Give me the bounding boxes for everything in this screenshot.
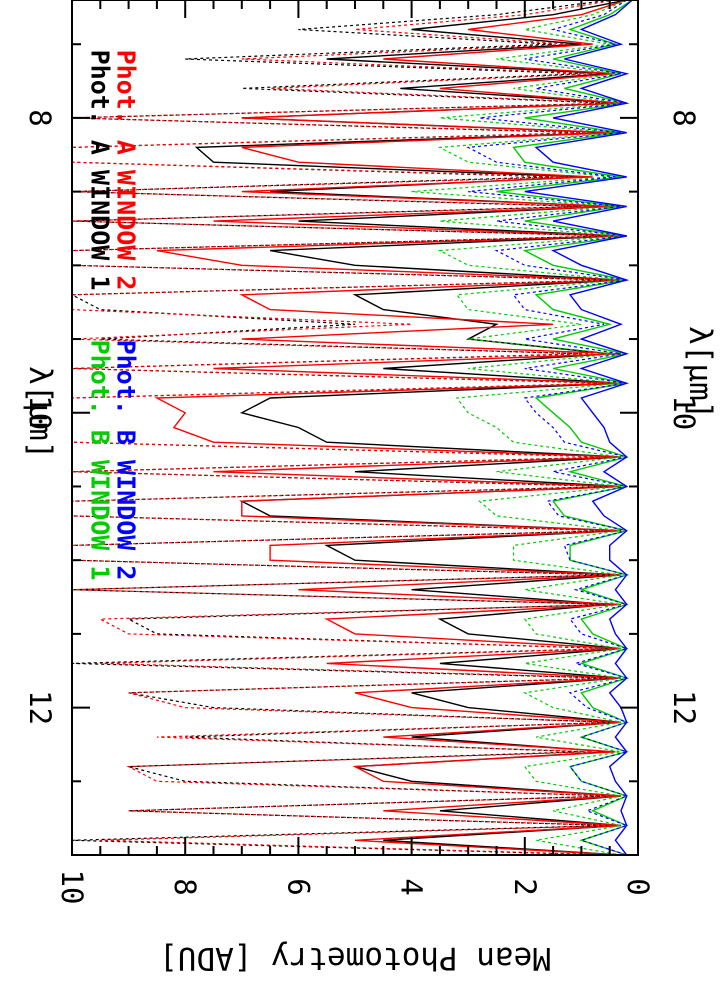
x-tick-label: 10 (667, 395, 701, 430)
x-tick-label: 12 (23, 690, 57, 725)
series-line-solid-1 (194, 0, 627, 855)
x-tick-label: 8 (23, 109, 57, 126)
x-tick-label: 10 (23, 395, 57, 430)
legend-entry: Phot. B WINDOW 1 (86, 340, 115, 581)
legend-entry: Phot. A WINDOW 1 (86, 50, 115, 291)
series-line-solid-2 (154, 0, 627, 855)
series-layer (72, 0, 633, 855)
legend-entry: Phot. A WINDOW 2 (112, 50, 141, 291)
y-tick-label: 6 (281, 878, 315, 895)
y-tick-label: 8 (168, 878, 202, 895)
series-line-dotted-7 (411, 0, 627, 855)
series-line-dotted-8 (466, 0, 629, 855)
x-axis-title: λ[μm] (682, 326, 718, 419)
x-tick-label: 8 (667, 109, 701, 126)
y-axis-title: Mean Photometry [ADU] (159, 940, 551, 976)
series-line-solid-4 (524, 0, 633, 855)
x-axis-title: λ[μm] (22, 366, 58, 459)
series-line-dotted-6 (72, 0, 616, 855)
legend-entry: Phot. B WINDOW 2 (112, 340, 141, 581)
y-tick-label: 10 (55, 870, 89, 905)
series-line-dotted-5 (72, 0, 610, 855)
x-tick-label: 12 (667, 690, 701, 725)
series-line-solid-3 (496, 0, 633, 855)
y-tick-label: 0 (621, 878, 655, 895)
y-tick-label: 2 (508, 878, 542, 895)
y-tick-label: 4 (395, 878, 429, 895)
